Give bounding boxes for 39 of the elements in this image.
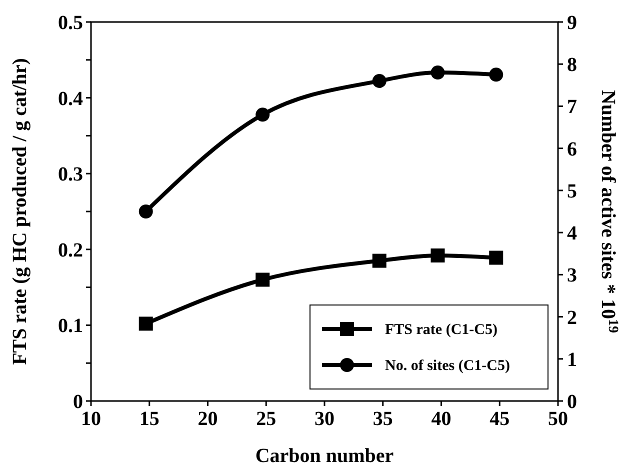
y-axis-title: FTS rate (g HC produced / g cat/hr): [9, 58, 31, 365]
x-tick-label: 25: [256, 408, 276, 430]
x-tick-label: 20: [198, 408, 218, 430]
y2-tick-label: 8: [567, 54, 577, 76]
x-tick-label: 40: [431, 408, 452, 430]
y-tick-label: 0.2: [58, 239, 83, 262]
point: [489, 68, 504, 82]
y2-tick-label: 6: [567, 138, 577, 160]
legend-label: FTS rate (C1-C5): [385, 322, 498, 338]
point: [430, 66, 445, 80]
point: [372, 74, 386, 88]
x-tick-label: 45: [490, 408, 510, 430]
x-axis-title: Carbon number: [255, 445, 394, 467]
y-tick-label: 0: [73, 391, 83, 413]
y-tick-label: 0.3: [58, 164, 83, 186]
x-tick-label: 50: [548, 408, 568, 430]
y2-tick-label: 2: [567, 306, 577, 329]
y2-tick-label: 4: [567, 222, 577, 245]
y2-tick-label: 0: [567, 391, 577, 413]
y2-tick-label: 1: [567, 348, 577, 371]
legend-label: No. of sites (C1-C5): [385, 358, 510, 374]
x-tick-label: 15: [139, 408, 160, 430]
point: [372, 254, 386, 268]
point: [138, 316, 153, 331]
y2-tick-label: 9: [567, 12, 577, 34]
x-tick-label: 10: [81, 408, 101, 430]
point: [256, 272, 270, 287]
y-tick-label: 0.1: [58, 315, 83, 338]
y2-tick-label: 5: [567, 180, 577, 202]
y2-tick-label: 3: [567, 264, 577, 287]
y-tick-label: 0.5: [58, 12, 83, 34]
y2-tick-label: 7: [567, 96, 577, 118]
point: [430, 248, 445, 262]
x-tick-label: 35: [372, 408, 393, 430]
point: [138, 204, 153, 218]
y-tick-label: 0.4: [58, 88, 83, 110]
x-tick-label: 30: [314, 408, 334, 430]
point: [489, 250, 504, 265]
point: [256, 108, 270, 122]
